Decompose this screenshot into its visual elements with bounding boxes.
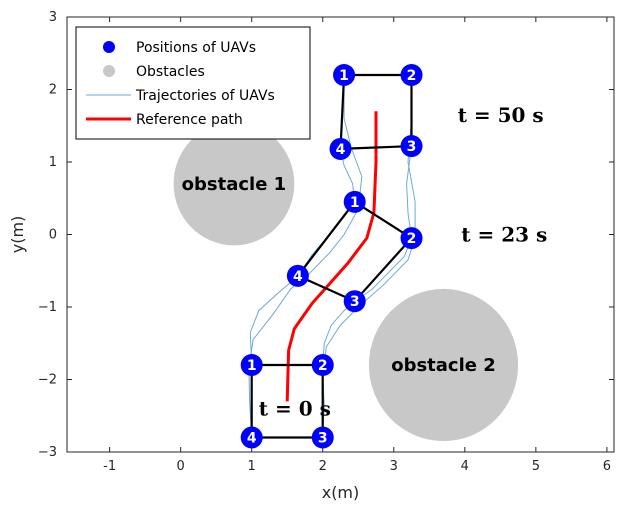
time-label-1: t = 0 s	[259, 397, 331, 421]
x-tick-label: 5	[532, 459, 540, 474]
legend-entry-2: Obstacles	[136, 64, 205, 80]
uav-id-label: 2	[407, 231, 417, 247]
formation-3: 1 2 3 4	[329, 64, 423, 160]
annotation-labels-layer: obstacle 1 obstacle 2 t = 0 s t = 23 s t = 5…	[182, 103, 548, 421]
obstacles-layer	[173, 122, 519, 442]
x-tick-label: 0	[177, 459, 185, 474]
uav-id-label: 3	[407, 139, 417, 155]
uav-marker-1-3	[311, 426, 334, 449]
legend-entry-4: Reference path	[136, 112, 243, 128]
uav-marker-3-4	[329, 137, 352, 160]
uav-trajectory-1	[249, 148, 356, 366]
uav-marker-2-2	[400, 227, 423, 250]
uav-marker-3-1	[333, 64, 356, 86]
time-label-2: t = 23 s	[461, 223, 547, 247]
uav-id-label: 1	[350, 195, 360, 211]
uav-marker-1-2	[311, 354, 334, 376]
uav-marker-2-1	[343, 190, 366, 213]
legend-swatch-1	[103, 41, 115, 53]
y-axis-label: y(m)	[8, 216, 27, 254]
uav-id-label: 2	[318, 358, 328, 374]
time-label-3: t = 50 s	[458, 103, 544, 127]
uav-marker-1-4	[240, 426, 263, 449]
ticks-layer: -1 0 1 2 3 4 5 6 −3 −2 −1 0 1 2 3	[38, 10, 614, 474]
obstacle-1	[173, 122, 295, 246]
y-tick-label: −2	[38, 373, 57, 388]
uav-marker-2-3	[343, 290, 366, 313]
legend-entry-3: Trajectories of UAVs	[135, 88, 275, 104]
reference-path-line	[285, 111, 378, 402]
obstacle-label-2: obstacle 2	[391, 355, 496, 376]
y-tick-label: 1	[49, 155, 57, 170]
uav-id-label: 1	[339, 68, 349, 84]
uav-id-label: 4	[336, 142, 346, 158]
legend: Positions of UAVs Obstacles Trajectories o…	[75, 26, 311, 140]
uav-marker-3-3	[400, 135, 423, 158]
formations-layer: 1 2 3 4 1 2 3 4 1 2 3 4	[240, 64, 423, 449]
x-tick-label: 1	[248, 459, 256, 474]
formation-1: 1 2 3 4	[240, 354, 334, 449]
x-tick-label: 4	[461, 459, 469, 474]
y-tick-label: −1	[38, 300, 57, 315]
uav-id-label: 4	[293, 269, 303, 285]
uav-id-label: 2	[407, 68, 417, 84]
obstacle-label-1: obstacle 1	[182, 174, 287, 195]
y-tick-label: 2	[49, 83, 57, 98]
uav-id-label: 3	[318, 431, 328, 447]
uav-marker-2-4	[286, 264, 309, 287]
x-tick-label: 6	[603, 459, 611, 474]
obstacle-2	[368, 288, 519, 442]
formation-2: 1 2 3 4	[286, 190, 423, 313]
uav-trajectory-3	[322, 146, 413, 366]
uav-id-label: 4	[247, 431, 257, 447]
y-tick-label: 0	[49, 228, 57, 243]
reference-path-layer	[285, 111, 378, 402]
legend-swatch-2	[103, 65, 115, 77]
y-tick-label: 3	[49, 10, 57, 25]
x-tick-label: -1	[103, 459, 116, 474]
uav-id-label: 3	[350, 294, 360, 310]
x-tick-label: 2	[319, 459, 327, 474]
y-tick-label: −3	[38, 445, 57, 460]
uav-marker-3-2	[400, 64, 423, 86]
x-axis-label: x(m)	[322, 483, 360, 502]
uav-id-label: 1	[247, 358, 257, 374]
legend-entry-1: Positions of UAVs	[136, 40, 256, 56]
x-tick-label: 3	[390, 459, 398, 474]
uav-marker-1-1	[240, 354, 263, 376]
